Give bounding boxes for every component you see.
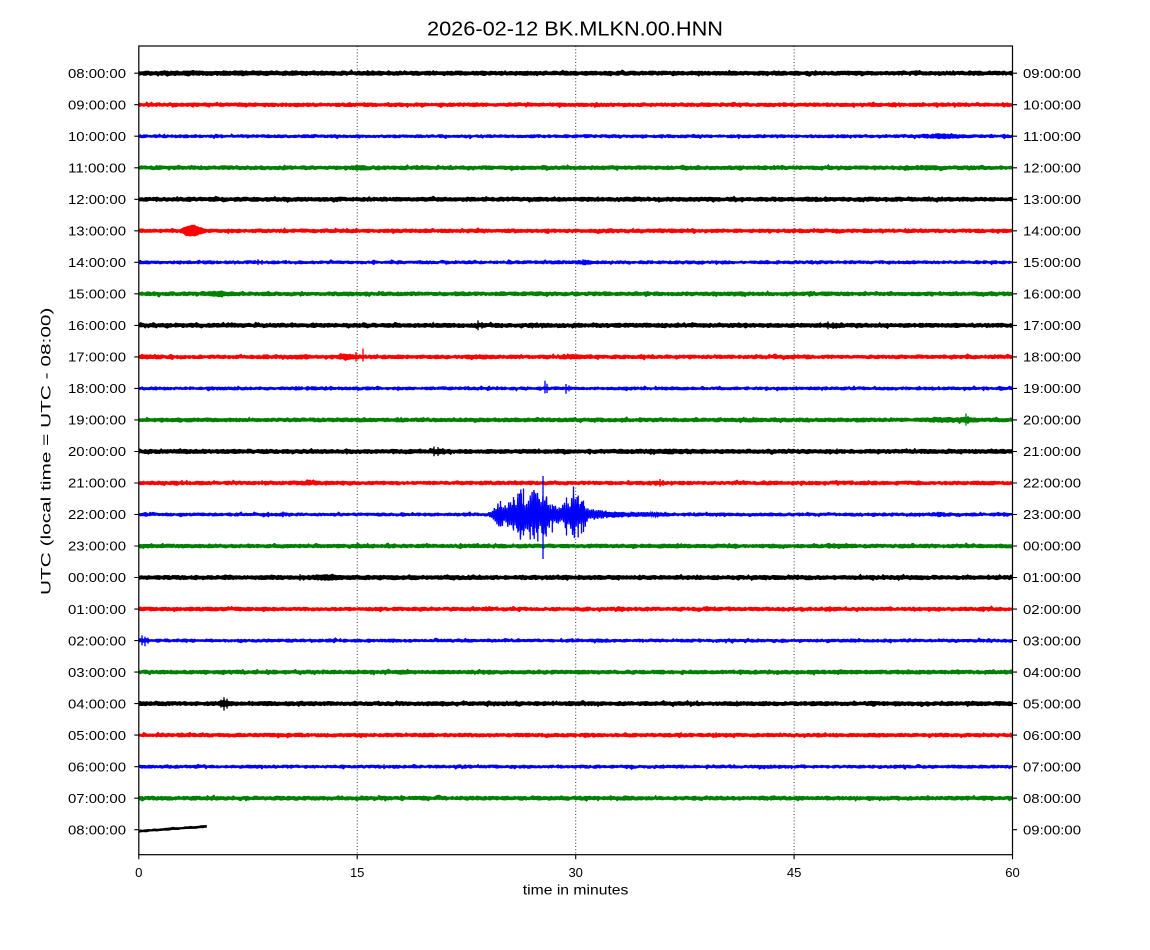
svg-text:21:00:00: 21:00:00	[1023, 444, 1081, 459]
svg-text:14:00:00: 14:00:00	[1023, 224, 1081, 239]
svg-text:21:00:00: 21:00:00	[68, 476, 126, 491]
svg-text:04:00:00: 04:00:00	[1023, 665, 1081, 680]
svg-text:06:00:00: 06:00:00	[1023, 728, 1081, 743]
svg-text:19:00:00: 19:00:00	[1023, 381, 1081, 396]
svg-text:17:00:00: 17:00:00	[1023, 318, 1081, 333]
svg-text:10:00:00: 10:00:00	[68, 129, 126, 144]
svg-text:2026-02-12 BK.MLKN.00.HNN: 2026-02-12 BK.MLKN.00.HNN	[427, 18, 723, 40]
svg-text:18:00:00: 18:00:00	[68, 381, 126, 396]
svg-text:08:00:00: 08:00:00	[68, 822, 126, 837]
svg-text:22:00:00: 22:00:00	[1023, 476, 1081, 491]
svg-text:09:00:00: 09:00:00	[1023, 822, 1081, 837]
svg-text:60: 60	[1005, 865, 1020, 880]
svg-text:03:00:00: 03:00:00	[1023, 633, 1081, 648]
svg-text:01:00:00: 01:00:00	[68, 602, 126, 617]
svg-text:01:00:00: 01:00:00	[1023, 570, 1081, 585]
svg-text:07:00:00: 07:00:00	[68, 791, 126, 806]
svg-text:13:00:00: 13:00:00	[1023, 192, 1081, 207]
svg-text:UTC (local time = UTC - 08:00): UTC (local time = UTC - 08:00)	[37, 308, 53, 595]
svg-text:02:00:00: 02:00:00	[1023, 602, 1081, 617]
svg-text:04:00:00: 04:00:00	[68, 696, 126, 711]
svg-text:11:00:00: 11:00:00	[1023, 129, 1081, 144]
svg-text:05:00:00: 05:00:00	[1023, 696, 1081, 711]
svg-text:30: 30	[568, 865, 583, 880]
svg-text:15: 15	[350, 865, 365, 880]
svg-text:08:00:00: 08:00:00	[1023, 791, 1081, 806]
svg-text:07:00:00: 07:00:00	[1023, 759, 1081, 774]
svg-text:02:00:00: 02:00:00	[68, 633, 126, 648]
svg-text:12:00:00: 12:00:00	[68, 192, 126, 207]
svg-text:17:00:00: 17:00:00	[68, 350, 126, 365]
svg-text:00:00:00: 00:00:00	[1023, 539, 1081, 554]
svg-text:09:00:00: 09:00:00	[1023, 66, 1081, 81]
svg-text:03:00:00: 03:00:00	[68, 665, 126, 680]
svg-text:14:00:00: 14:00:00	[68, 255, 126, 270]
svg-text:18:00:00: 18:00:00	[1023, 350, 1081, 365]
svg-text:15:00:00: 15:00:00	[68, 287, 126, 302]
svg-text:11:00:00: 11:00:00	[68, 161, 126, 176]
svg-text:00:00:00: 00:00:00	[68, 570, 126, 585]
svg-text:13:00:00: 13:00:00	[68, 224, 126, 239]
svg-text:09:00:00: 09:00:00	[68, 97, 126, 112]
svg-text:20:00:00: 20:00:00	[1023, 413, 1081, 428]
svg-text:0: 0	[135, 865, 142, 880]
svg-text:16:00:00: 16:00:00	[68, 318, 126, 333]
svg-text:10:00:00: 10:00:00	[1023, 97, 1081, 112]
svg-text:15:00:00: 15:00:00	[1023, 255, 1081, 270]
svg-text:23:00:00: 23:00:00	[1023, 507, 1081, 522]
svg-text:05:00:00: 05:00:00	[68, 728, 126, 743]
svg-text:16:00:00: 16:00:00	[1023, 287, 1081, 302]
svg-text:time in minutes: time in minutes	[523, 882, 629, 898]
svg-text:45: 45	[787, 865, 802, 880]
svg-text:06:00:00: 06:00:00	[68, 759, 126, 774]
svg-text:23:00:00: 23:00:00	[68, 539, 126, 554]
svg-text:12:00:00: 12:00:00	[1023, 161, 1081, 176]
svg-text:19:00:00: 19:00:00	[68, 413, 126, 428]
svg-text:08:00:00: 08:00:00	[68, 66, 126, 81]
svg-text:22:00:00: 22:00:00	[68, 507, 126, 522]
svg-text:20:00:00: 20:00:00	[68, 444, 126, 459]
